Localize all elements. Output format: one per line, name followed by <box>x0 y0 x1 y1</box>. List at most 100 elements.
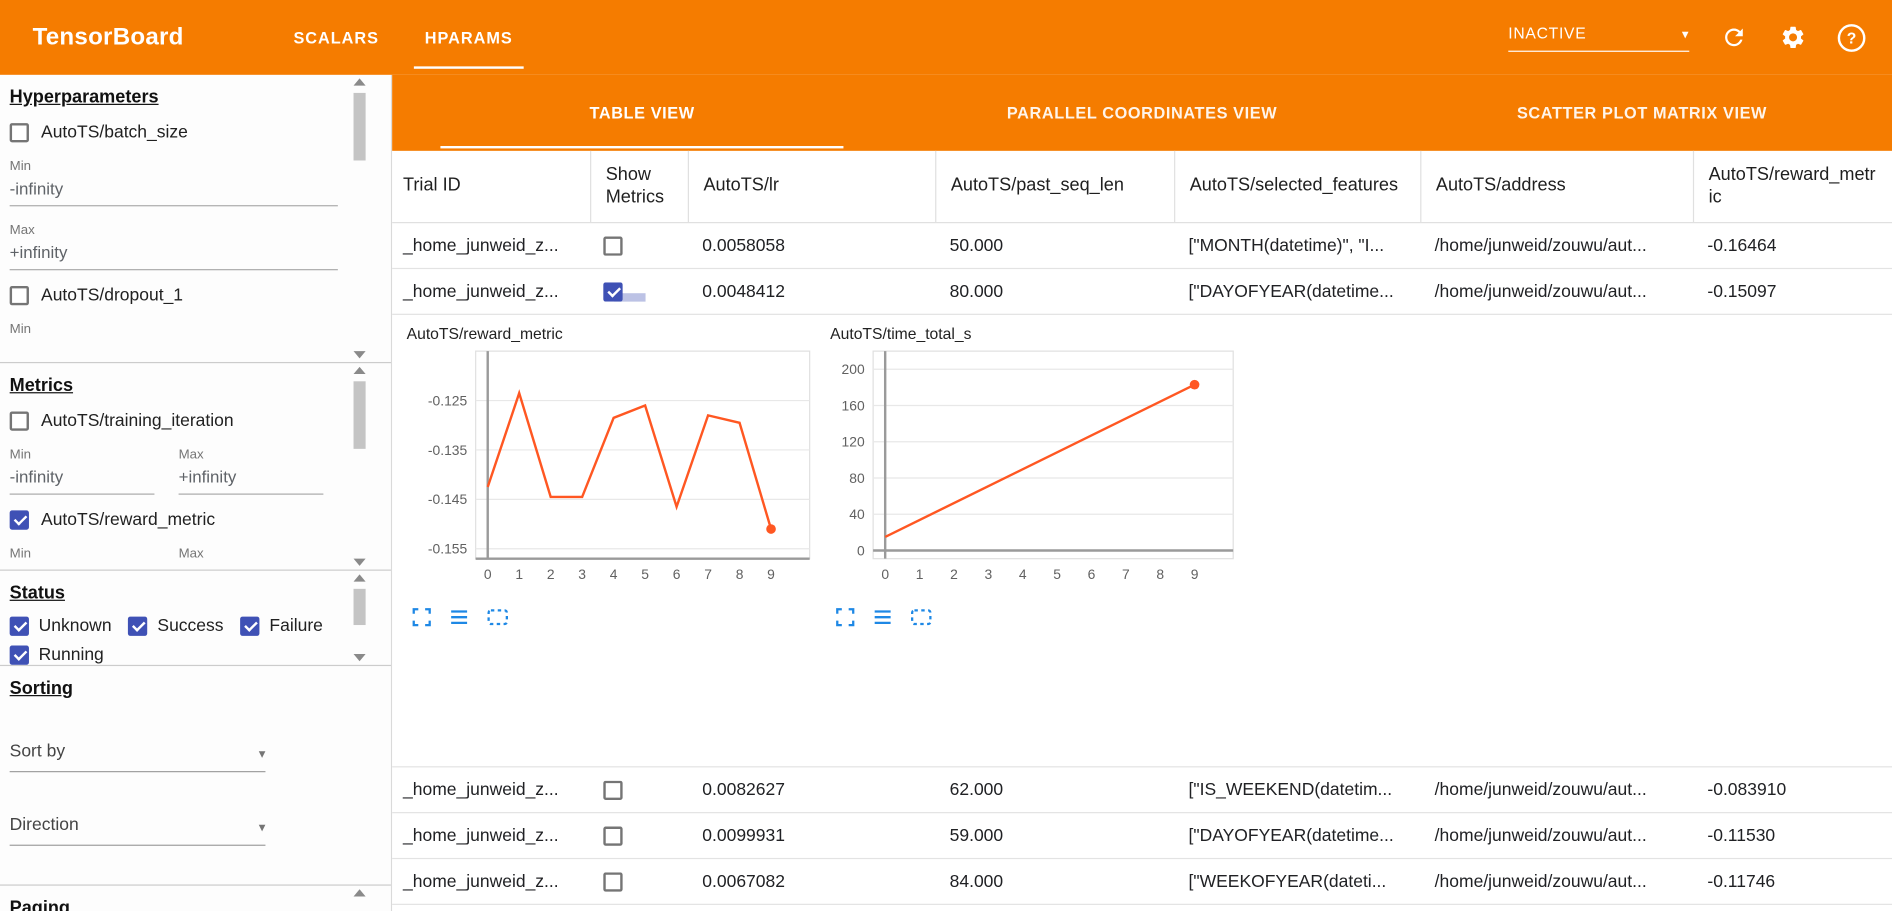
reward-metric-line-chart[interactable]: -0.155 -0.145 -0.135 -0.125 0 1 2 3 4 5 6 7 8 9 <box>404 348 814 595</box>
address-cell: /home/junweid/zouwu/aut... <box>1434 235 1647 256</box>
status-running: Running <box>9 645 104 665</box>
status-unknown: Unknown <box>9 616 112 636</box>
metric-training-iteration-checkbox[interactable] <box>9 411 29 431</box>
hparam-batch-size-checkbox[interactable] <box>9 123 29 143</box>
show-metrics-checkbox[interactable] <box>603 780 623 800</box>
top-app-bar: TensorBoard SCALARS HPARAMS INACTIVE ▾ ? <box>0 0 1892 75</box>
svg-text:5: 5 <box>1053 566 1061 582</box>
selected-features-cell: ["DAYOFYEAR(datetime... <box>1188 825 1394 846</box>
show-metrics-cell <box>590 235 688 256</box>
batch-size-max-label: Max <box>9 223 35 238</box>
paging-scrollbar[interactable] <box>352 889 366 907</box>
scroll-thumb[interactable] <box>353 92 366 161</box>
zoom-selection-icon[interactable] <box>486 607 509 628</box>
show-metrics-checkbox[interactable] <box>603 281 623 302</box>
address-cell: /home/junweid/zouwu/aut... <box>1434 780 1647 800</box>
direction-dropdown[interactable]: Direction ▾ <box>9 816 266 846</box>
refresh-icon[interactable] <box>1719 23 1748 52</box>
run-status-dropdown[interactable]: INACTIVE ▾ <box>1508 24 1690 52</box>
training-iteration-min-input[interactable]: -infinity <box>9 467 155 495</box>
status-unknown-checkbox[interactable] <box>9 616 29 636</box>
scroll-up-icon[interactable] <box>353 889 366 897</box>
tab-table-view[interactable]: TABLE VIEW <box>392 75 892 151</box>
address-cell: /home/junweid/zouwu/aut... <box>1434 281 1647 302</box>
show-metrics-checkbox[interactable] <box>603 825 623 846</box>
hparam-dropout-row: AutoTS/dropout_1 <box>9 285 348 306</box>
time-total-line-chart[interactable]: 0 40 80 120 160 200 0 1 2 3 4 5 6 7 8 9 <box>828 348 1238 595</box>
settings-gear-icon[interactable] <box>1779 23 1808 52</box>
scroll-thumb[interactable] <box>353 588 366 626</box>
svg-text:4: 4 <box>610 566 618 582</box>
expand-chart-icon[interactable] <box>835 607 856 628</box>
svg-text:-0.125: -0.125 <box>428 392 468 408</box>
svg-text:80: 80 <box>849 470 865 486</box>
chart-toolbar <box>411 607 814 628</box>
svg-text:120: 120 <box>842 434 865 450</box>
max-label: Max <box>178 546 204 562</box>
help-icon[interactable]: ? <box>1837 23 1866 52</box>
lr-cell: 0.0048412 <box>702 281 785 302</box>
scroll-up-icon[interactable] <box>353 366 366 375</box>
batch-size-min-input[interactable]: -infinity <box>9 179 338 207</box>
training-iteration-max-input[interactable]: +infinity <box>178 467 324 495</box>
tab-parallel-coordinates-view[interactable]: PARALLEL COORDINATES VIEW <box>1006 103 1278 122</box>
chart-toolbar <box>835 607 1238 628</box>
status-success-checkbox[interactable] <box>128 616 148 636</box>
sort-by-dropdown[interactable]: Sort by ▾ <box>9 742 266 773</box>
tab-hparams[interactable]: HPARAMS <box>402 0 536 75</box>
checkbox-ripple <box>614 292 646 302</box>
svg-text:8: 8 <box>736 566 744 582</box>
chart-title: AutoTS/time_total_s <box>830 324 972 343</box>
show-metrics-checkbox[interactable] <box>603 871 623 892</box>
status-panel: Status Unknown Success Failure <box>0 571 391 667</box>
tab-scalars[interactable]: SCALARS <box>293 28 379 47</box>
hyperparameters-scrollbar[interactable] <box>352 78 366 359</box>
scroll-down-icon[interactable] <box>353 558 366 566</box>
chevron-down-icon: ▾ <box>1681 27 1690 42</box>
metric-training-iteration-row: AutoTS/training_iteration <box>9 411 348 431</box>
tab-scatter-plot-matrix-view[interactable]: SCATTER PLOT MATRIX VIEW <box>1516 103 1768 122</box>
metrics-scrollbar[interactable] <box>352 366 366 566</box>
trial-id-cell: _home_junweid_z... <box>403 871 559 892</box>
svg-text:5: 5 <box>641 566 649 582</box>
scroll-up-icon[interactable] <box>353 78 366 86</box>
scroll-down-icon[interactable] <box>353 653 366 662</box>
line-display-icon[interactable] <box>872 607 893 628</box>
batch-size-max-input[interactable]: +infinity <box>9 243 338 271</box>
trial-id-cell: _home_junweid_z... <box>403 235 559 256</box>
sorting-panel: Sorting Sort by ▾ Direction ▾ <box>0 666 391 886</box>
hparam-dropout-checkbox[interactable] <box>9 285 29 306</box>
status-running-checkbox[interactable] <box>9 645 29 665</box>
scroll-down-icon[interactable] <box>353 351 366 359</box>
svg-text:6: 6 <box>1088 566 1096 582</box>
past-seq-len-cell: 62.000 <box>949 780 1004 800</box>
show-metrics-cell <box>590 871 688 892</box>
metric-reward-metric-label: AutoTS/reward_metric <box>41 510 216 530</box>
expand-chart-icon[interactable] <box>411 607 432 628</box>
table-row: _home_junweid_z... 0.0082627 62.000 ["IS… <box>392 767 1892 814</box>
min-label: Min <box>9 546 32 562</box>
status-scrollbar[interactable] <box>352 574 366 662</box>
show-metrics-checkbox[interactable] <box>603 235 623 256</box>
zoom-selection-icon[interactable] <box>910 607 933 628</box>
table-header-row: Trial ID Show Metrics AutoTS/lr AutoTS/p… <box>392 150 1892 224</box>
show-metrics-cell <box>590 780 688 800</box>
scroll-up-icon[interactable] <box>353 574 366 582</box>
svg-text:7: 7 <box>1122 566 1130 582</box>
trial-id-cell: _home_junweid_z... <box>403 780 559 800</box>
col-header-show-metrics: Show Metrics <box>590 150 688 223</box>
svg-text:3: 3 <box>984 566 992 582</box>
reward-metric-chart: AutoTS/reward_metric -0.155 -0.145 -0.135-… <box>404 325 814 628</box>
batch-size-min-label: Min <box>9 159 32 174</box>
svg-text:40: 40 <box>849 506 865 522</box>
hparam-batch-size-row: AutoTS/batch_size <box>9 123 348 143</box>
status-failure-label: Failure <box>269 616 323 636</box>
dropout-min-label: Min <box>9 322 32 337</box>
status-failure-checkbox[interactable] <box>240 616 260 636</box>
lr-cell: 0.0099931 <box>702 825 785 846</box>
metric-reward-metric-checkbox[interactable] <box>9 510 29 530</box>
scroll-thumb[interactable] <box>353 381 366 449</box>
line-display-icon[interactable] <box>449 607 470 628</box>
selected-features-cell: ["MONTH(datetime)", "I... <box>1188 235 1385 256</box>
